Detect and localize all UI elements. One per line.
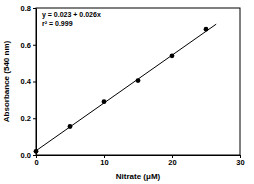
tick: 20 [168, 155, 176, 167]
tick: 0.8 [21, 4, 36, 13]
chart: 0 10 20 30 0.0 0.2 0.4 0.6 0.8 y = 0.023 + 0.026x… [0, 0, 254, 184]
plot-frame [36, 8, 240, 155]
tick-mark [33, 45, 36, 46]
tick-label: 0.2 [21, 114, 31, 123]
axis-line [37, 155, 241, 156]
tick: 10 [100, 155, 108, 167]
tick-mark [33, 8, 36, 9]
tick-mark [33, 82, 36, 83]
tick: 0.4 [21, 77, 36, 86]
tick-label: 0.4 [21, 77, 32, 86]
axis-line [36, 9, 37, 156]
x-axis-title: Nitrate (μM) [116, 172, 161, 181]
tick-label: 0 [34, 158, 38, 167]
tick: 0 [34, 155, 38, 167]
marks [34, 24, 217, 154]
tick-label: 0.0 [21, 151, 31, 160]
tick: 0.2 [21, 114, 36, 123]
tick: 0.0 [21, 151, 36, 160]
tick-label: 20 [168, 158, 176, 167]
y-axis-title: Absorbance (540 nm) [2, 40, 11, 122]
y-axis: 0.0 0.2 0.4 0.6 0.8 [21, 4, 37, 160]
fit-line [36, 24, 216, 151]
tick: 0.6 [21, 41, 36, 50]
plot: 0 10 20 30 0.0 0.2 0.4 0.6 0.8 y = 0.023 + 0.026x… [21, 4, 245, 167]
tick-label: 0.6 [21, 41, 31, 50]
tick-mark [33, 155, 36, 156]
tick: 30 [236, 155, 244, 167]
tick-label: 30 [236, 158, 244, 167]
annotation: r² = 0.999 [42, 20, 73, 27]
tick-mark [33, 118, 36, 119]
annotation: y = 0.023 + 0.026x [42, 11, 101, 19]
tick-label: 10 [100, 158, 108, 167]
tick-label: 0.8 [21, 4, 31, 13]
x-axis: 0 10 20 30 [34, 155, 244, 167]
